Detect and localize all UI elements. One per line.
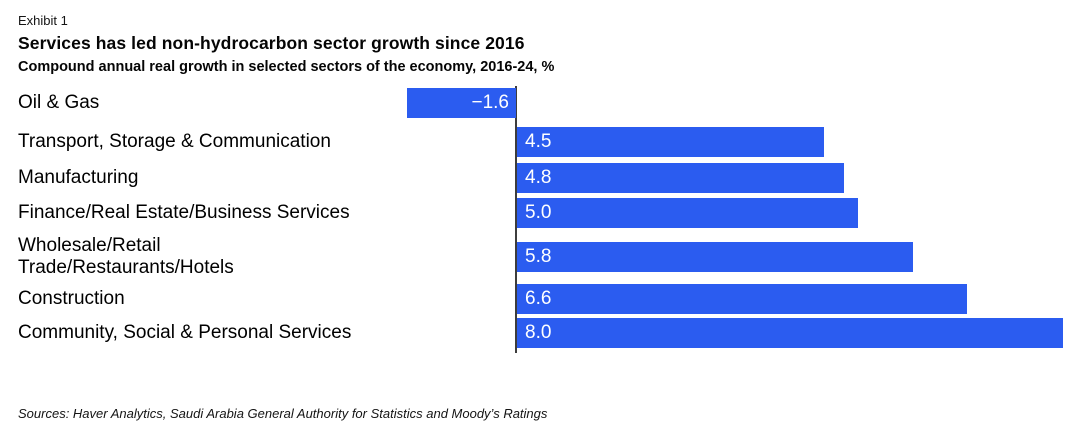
bar: 5.8 — [517, 242, 913, 272]
category-label: Construction — [18, 287, 125, 309]
bar-value-label: 4.5 — [525, 131, 552, 152]
bar-chart: Oil & Gas −1.6 Transport, Storage & Commun… — [0, 85, 1084, 365]
bar-value-label: 6.6 — [525, 288, 552, 309]
bar: 4.8 — [517, 163, 844, 193]
category-label: Transport, Storage & Communication — [18, 130, 331, 152]
bar: 6.6 — [517, 284, 967, 314]
category-label: Finance/Real Estate/Business Services — [18, 201, 350, 223]
bar-value-label: 5.8 — [525, 246, 552, 267]
exhibit-label: Exhibit 1 — [18, 13, 68, 28]
chart-header: Exhibit 1 Services has led non-hydrocarb… — [18, 13, 554, 75]
category-label: Manufacturing — [18, 166, 139, 188]
category-label: Wholesale/Retail Trade/Restaurants/Hotels — [18, 234, 234, 278]
bar-value-label: 4.8 — [525, 167, 552, 188]
baseline-axis — [515, 86, 517, 353]
bar-value-label: 8.0 — [525, 322, 552, 343]
category-label: Community, Social & Personal Services — [18, 321, 352, 343]
bar-value-label: −1.6 — [471, 92, 509, 113]
bar: −1.6 — [407, 88, 516, 118]
sources-note: Sources: Haver Analytics, Saudi Arabia G… — [18, 406, 548, 421]
bar-value-label: 5.0 — [525, 202, 552, 223]
chart-subtitle: Compound annual real growth in selected … — [18, 59, 555, 75]
bar: 8.0 — [517, 318, 1063, 348]
chart-title: Services has led non-hydrocarbon sector … — [18, 33, 525, 53]
bar: 5.0 — [517, 198, 858, 228]
bar: 4.5 — [517, 127, 824, 157]
category-label: Oil & Gas — [18, 91, 100, 113]
